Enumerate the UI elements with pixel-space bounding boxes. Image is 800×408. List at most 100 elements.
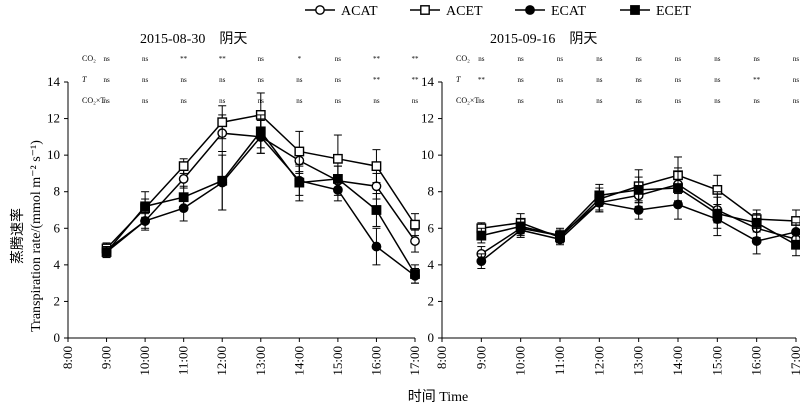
sig-value: ns (793, 97, 800, 105)
data-point (673, 183, 683, 193)
data-point (410, 219, 420, 230)
sig-value: ns (793, 55, 800, 63)
sig-value: ns (518, 97, 525, 105)
sig-value: ns (596, 55, 603, 63)
data-point (217, 117, 228, 128)
sig-row-label: CO₂×T (456, 96, 479, 105)
sig-value: ** (219, 55, 227, 63)
legend-marker-acet (420, 5, 430, 15)
x-tick-label: 13:00 (253, 346, 268, 376)
y-tick-label: 6 (428, 220, 435, 235)
sig-value: * (298, 55, 302, 63)
y-axis-label-group: 蒸腾速率 Transpiration rate/(mmol m⁻² s⁻¹) (9, 140, 44, 332)
x-tick-label: 12:00 (591, 346, 606, 376)
y-tick-label: 6 (54, 220, 61, 235)
sig-value: ns (219, 76, 226, 84)
y-tick-label: 2 (54, 293, 61, 308)
x-tick-label: 8:00 (60, 346, 75, 369)
data-point (101, 247, 112, 257)
data-point (217, 175, 228, 186)
data-point (476, 230, 487, 241)
sig-value: ns (675, 97, 682, 105)
panel-title: 2015-09-16 阴天 (490, 31, 597, 47)
sig-value: ns (557, 76, 564, 84)
data-point (594, 190, 605, 201)
y-axis-label-en: Transpiration rate/(mmol m⁻² s⁻¹) (29, 140, 44, 332)
data-point (555, 230, 565, 241)
data-point (178, 161, 189, 172)
x-tick-label: 13:00 (631, 346, 646, 376)
sig-value: ns (518, 76, 525, 84)
sig-value: ** (478, 76, 486, 84)
legend-marker-ecat (525, 5, 535, 15)
sig-value: ns (373, 97, 380, 105)
data-point (633, 205, 644, 215)
series-ecet (101, 114, 420, 284)
sig-value: ns (142, 55, 149, 63)
data-point (633, 184, 644, 195)
x-tick-label: 10:00 (513, 346, 528, 376)
sig-value: ns (296, 97, 303, 105)
y-tick-label: 0 (428, 330, 435, 345)
data-point (410, 269, 420, 279)
sig-value: ns (103, 97, 110, 105)
series-line (106, 135, 416, 277)
sig-value: ns (557, 97, 564, 105)
sig-value: ** (373, 76, 381, 84)
data-point (476, 256, 487, 267)
x-tick-label: 15:00 (330, 346, 345, 376)
x-tick-label: 11:00 (176, 346, 191, 375)
x-tick-label: 8:00 (434, 346, 449, 369)
data-point (371, 181, 382, 192)
sig-value: ns (335, 55, 342, 63)
panel-2: 0 2 4 6 8 10 12 14 8:00 9:00 10:00 11:00 12:00 13:00 1… (421, 31, 800, 376)
data-point (791, 239, 800, 250)
y-tick-label: 4 (428, 257, 435, 272)
series-ecet (476, 171, 800, 257)
sig-value: ns (258, 55, 265, 63)
sig-value: ns (793, 76, 800, 84)
sig-value: ns (754, 97, 761, 105)
data-point (140, 201, 151, 212)
y-tick-label: 8 (428, 184, 435, 199)
data-point (178, 174, 189, 184)
sig-value: ns (335, 97, 342, 105)
sig-value: ns (181, 76, 188, 84)
sig-value: ns (219, 97, 226, 105)
sig-row-label: T (456, 75, 461, 84)
data-point (371, 205, 382, 215)
x-tick-label: 14:00 (291, 346, 306, 376)
data-point (332, 153, 343, 164)
sig-value: ns (142, 76, 149, 84)
panels: 0 2 4 6 8 10 12 14 8:00 9:00 10:00 11:00 12:00 13:00 1… (47, 31, 800, 376)
panel-title: 2015-08-30 阴天 (140, 31, 247, 47)
data-point (294, 177, 305, 188)
y-tick-label: 12 (47, 111, 60, 126)
sig-row-label: CO₂×T (82, 96, 105, 105)
sig-value: ** (180, 55, 188, 63)
x-tick-label: 14:00 (670, 346, 685, 376)
sig-value: ns (478, 97, 485, 105)
legend-label-ecat: ECAT (551, 4, 586, 19)
sig-value: ns (412, 97, 419, 105)
sig-value: ns (675, 55, 682, 63)
y-tick-label: 10 (421, 147, 434, 162)
data-point (712, 208, 723, 219)
sig-value: ns (103, 55, 110, 63)
legend: ACAT ACET ECAT ECET (305, 4, 691, 19)
data-point (255, 126, 266, 137)
y-tick-label: 8 (54, 184, 61, 199)
y-tick-label: 10 (47, 147, 60, 162)
x-axis-label: 时间 Time (408, 389, 469, 405)
y-tick-label: 2 (428, 293, 435, 308)
x-tick-label: 17:00 (407, 346, 422, 376)
sig-value: ns (258, 76, 265, 84)
sig-value: ns (636, 97, 643, 105)
legend-label-acet: ACET (446, 4, 483, 19)
y-tick-label: 14 (47, 74, 61, 89)
sig-value: ns (518, 55, 525, 63)
sig-row-label: CO₂ (456, 54, 470, 63)
sig-value: ns (557, 55, 564, 63)
sig-value: ns (714, 76, 721, 84)
